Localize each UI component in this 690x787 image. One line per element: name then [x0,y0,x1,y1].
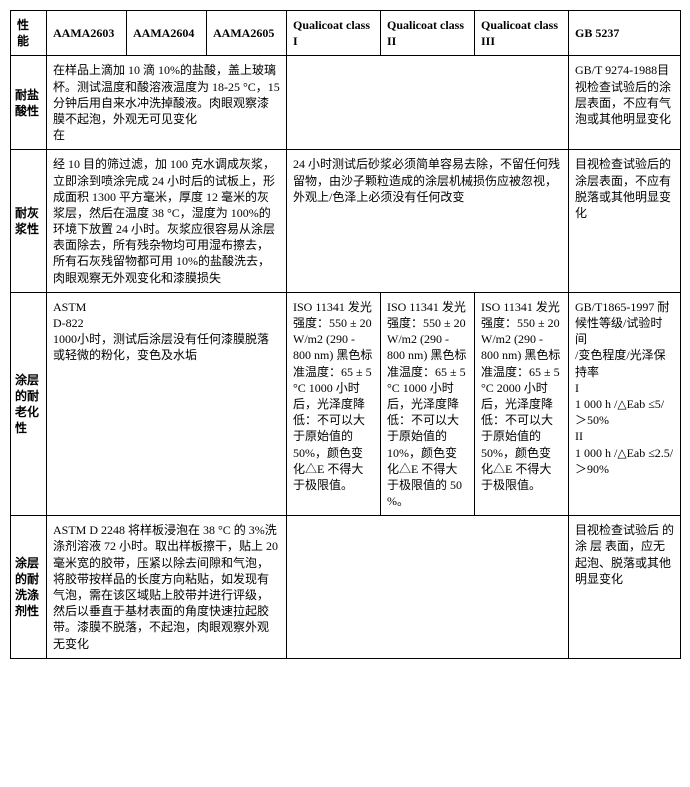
row2-aama: ASTMD-8221000小时，测试后涂层没有任何漆膜脱落或轻微的粉化，变色及水… [47,292,287,515]
col-prop: 性能 [11,11,47,56]
table-row: 涂层的耐老化性 ASTMD-8221000小时，测试后涂层没有任何漆膜脱落或轻微… [11,292,681,515]
row1-aama: 经 10 目的筛过滤，加 100 克水调成灰浆，立即涂到喷涂完成 24 小时后的… [47,150,287,293]
row2-gb: GB/T1865-1997 耐候性等级/试验时间/变色程度/光泽保持率 I1 0… [569,292,681,515]
col-qualicoat3: Qualicoat class III [475,11,569,56]
table-header-row: 性能 AAMA2603 AAMA2604 AAMA2605 Qualicoat … [11,11,681,56]
row1-prop: 耐灰浆性 [11,150,47,293]
row1-gb: 目视检查试验后的涂层表面，不应有脱落或其他明显变化 [569,150,681,293]
row3-aama: ASTM D 2248 将样板浸泡在 38 °C 的 3%洗涤剂溶液 72 小时… [47,516,287,659]
row0-aama: 在样品上滴加 10 滴 10%的盐酸，盖上玻璃杯。测试温度和酸溶液温度为 18-… [47,56,287,150]
col-qualicoat2: Qualicoat class II [381,11,475,56]
row0-prop: 耐盐酸性 [11,56,47,150]
row2-prop: 涂层的耐老化性 [11,292,47,515]
row1-qual: 24 小时测试后砂浆必须简单容易去除，不留任何残留物，由沙子颗粒造成的涂层机械损… [287,150,569,293]
table-row: 涂层的耐洗涤剂性 ASTM D 2248 将样板浸泡在 38 °C 的 3%洗涤… [11,516,681,659]
row3-prop: 涂层的耐洗涤剂性 [11,516,47,659]
row3-qual [287,516,569,659]
col-aama2603: AAMA2603 [47,11,127,56]
col-gb5237: GB 5237 [569,11,681,56]
col-aama2605: AAMA2605 [207,11,287,56]
row2-q2: ISO 11341 发光强度：550 ± 20 W/m2 (290 - 800 … [381,292,475,515]
spec-table: 性能 AAMA2603 AAMA2604 AAMA2605 Qualicoat … [10,10,681,659]
col-aama2604: AAMA2604 [127,11,207,56]
row2-q1: ISO 11341 发光强度：550 ± 20 W/m2 (290 - 800 … [287,292,381,515]
row3-gb: 目视检查试验后 的 涂 层 表面，应无起泡、脱落或其他明显变化 [569,516,681,659]
row2-q3: ISO 11341 发光强度：550 ± 20 W/m2 (290 - 800 … [475,292,569,515]
col-qualicoat1: Qualicoat class I [287,11,381,56]
row0-qual [287,56,569,150]
table-row: 耐灰浆性 经 10 目的筛过滤，加 100 克水调成灰浆，立即涂到喷涂完成 24… [11,150,681,293]
row0-gb: GB/T 9274-1988目视检查试验后的涂层表面，不应有气泡或其他明显变化 [569,56,681,150]
table-row: 耐盐酸性 在样品上滴加 10 滴 10%的盐酸，盖上玻璃杯。测试温度和酸溶液温度… [11,56,681,150]
